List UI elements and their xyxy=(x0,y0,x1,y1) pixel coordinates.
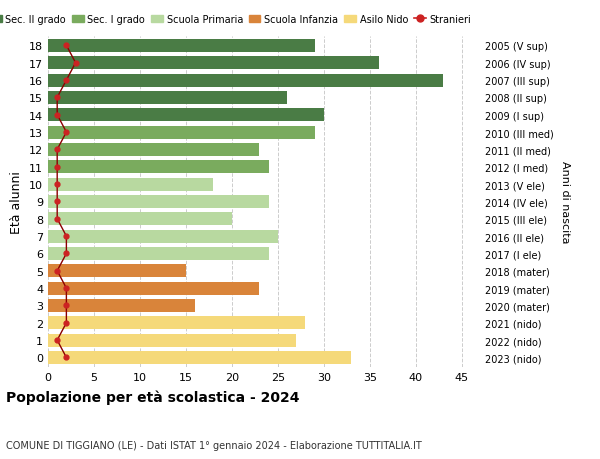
Bar xyxy=(48,213,232,226)
Bar xyxy=(48,247,269,260)
Bar xyxy=(48,57,379,70)
Bar xyxy=(48,74,443,87)
Bar xyxy=(48,92,287,105)
Bar xyxy=(48,351,352,364)
Bar xyxy=(48,334,296,347)
Text: COMUNE DI TIGGIANO (LE) - Dati ISTAT 1° gennaio 2024 - Elaborazione TUTTITALIA.I: COMUNE DI TIGGIANO (LE) - Dati ISTAT 1° … xyxy=(6,440,422,450)
Y-axis label: Anni di nascita: Anni di nascita xyxy=(560,161,570,243)
Text: Popolazione per età scolastica - 2024: Popolazione per età scolastica - 2024 xyxy=(6,389,299,404)
Bar xyxy=(48,317,305,330)
Bar xyxy=(48,282,259,295)
Bar xyxy=(48,196,269,208)
Bar xyxy=(48,230,278,243)
Bar xyxy=(48,40,314,53)
Bar xyxy=(48,126,314,139)
Bar xyxy=(48,161,269,174)
Bar xyxy=(48,299,195,312)
Bar xyxy=(48,178,214,191)
Y-axis label: Età alunni: Età alunni xyxy=(10,171,23,233)
Legend: Sec. II grado, Sec. I grado, Scuola Primaria, Scuola Infanzia, Asilo Nido, Stran: Sec. II grado, Sec. I grado, Scuola Prim… xyxy=(0,11,475,28)
Bar xyxy=(48,265,186,278)
Bar xyxy=(48,144,259,157)
Bar xyxy=(48,109,324,122)
